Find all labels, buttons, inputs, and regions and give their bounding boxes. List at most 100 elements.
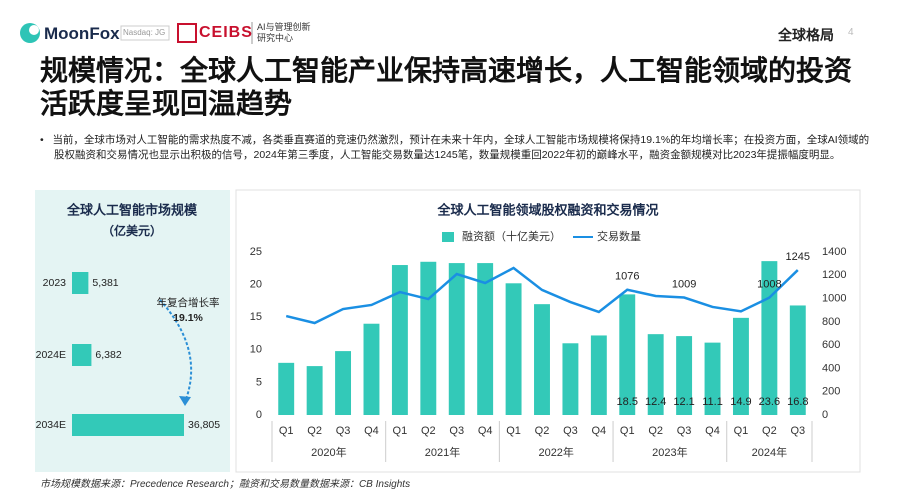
legend-label: 交易数量 [597, 229, 641, 243]
y-tick-label: 0 [256, 409, 262, 421]
annotation-value: 19.1% [173, 312, 203, 324]
bar [363, 323, 380, 415]
chart-title: 全球人工智能领域股权融资和交易情况 [436, 202, 658, 217]
bar [72, 272, 89, 294]
x-tick-label: Q1 [279, 425, 294, 437]
x-tick-label: Q2 [421, 425, 436, 437]
ticker-box [120, 25, 170, 41]
bullet-text: 当前，全球市场对人工智能的需求热度不减，各类垂直赛道的竞速仍然激烈，预计在未来十… [52, 134, 870, 161]
bar-value-label: 23.6 [759, 396, 780, 408]
x-tick-label: Q3 [790, 425, 805, 437]
growth-arrowhead [179, 396, 191, 406]
y2-tick-label: 1400 [822, 246, 846, 258]
value-label: 5,381 [92, 277, 118, 289]
bar-value-label: 11.1 [702, 396, 723, 408]
x-group-label: 2020年 [311, 445, 346, 459]
bar [391, 265, 408, 415]
legend-swatch [442, 232, 454, 242]
bar [647, 334, 664, 415]
x-tick-label: Q1 [620, 425, 635, 437]
partner-unit-line: 研究中心 [257, 33, 294, 43]
x-tick-label: Q3 [336, 425, 351, 437]
ticker: Nasdaq: JG [123, 28, 166, 37]
x-tick-label: Q1 [734, 425, 749, 437]
y2-tick-label: 1200 [822, 269, 846, 281]
x-tick-label: Q1 [506, 425, 521, 437]
x-group-label: 2024年 [752, 445, 787, 459]
bar [619, 294, 636, 415]
category-label: 2034E [36, 419, 66, 431]
x-group-label: 2023年 [652, 445, 687, 459]
x-tick-label: Q2 [648, 425, 663, 437]
bar [676, 336, 693, 415]
x-tick-label: Q4 [591, 425, 606, 437]
line-value-label: 1076 [615, 271, 639, 283]
line-series [285, 266, 799, 325]
bar [420, 261, 437, 415]
bar [590, 335, 607, 415]
y-tick-label: 25 [250, 246, 262, 258]
bar [448, 263, 465, 415]
bar [732, 317, 749, 415]
y2-tick-label: 800 [822, 316, 840, 328]
slide-title: 规模情况：全球人工智能产业保持高速增长，人工智能领域的投资活跃度呈现回温趋势 [40, 55, 853, 119]
x-tick-label: Q3 [563, 425, 578, 437]
y-tick-label: 20 [250, 279, 262, 291]
page-number: 4 [848, 27, 854, 38]
line-value-label: 1008 [757, 279, 781, 291]
value-label: 6,382 [95, 349, 121, 361]
bullet: • 当前，全球市场对人工智能的需求热度不减，各类垂直赛道的竞速仍然激烈，预计在未… [40, 134, 870, 161]
partner-logo: CEIBS [199, 24, 253, 41]
value-label: 36,805 [188, 419, 220, 431]
category-label: 2024E [36, 349, 66, 361]
y-tick-label: 5 [256, 376, 262, 388]
line-value-label: 1009 [672, 278, 696, 290]
footer-source: 市场规模数据来源：Precedence Research；融资和交易数量数据来源… [40, 479, 411, 489]
bar [534, 304, 550, 415]
bar [278, 362, 295, 415]
bar-value-label: 12.1 [673, 396, 694, 408]
bar-value-label: 14.9 [730, 396, 751, 408]
bar [704, 342, 721, 415]
x-tick-label: Q4 [705, 425, 720, 437]
y2-tick-label: 200 [822, 386, 840, 398]
x-tick-label: Q1 [393, 425, 408, 437]
bar [335, 351, 352, 415]
y-tick-label: 10 [250, 344, 262, 356]
bar-value-label: 12.4 [645, 396, 666, 408]
bar-value-label: 16.8 [787, 396, 808, 408]
x-group-label: 2021年 [425, 445, 460, 459]
x-tick-label: Q3 [449, 425, 464, 437]
x-tick-label: Q4 [364, 425, 379, 437]
x-group-label: 2022年 [538, 445, 573, 459]
x-tick-label: Q4 [478, 425, 493, 437]
chart-title: 全球人工智能市场规模 [66, 202, 198, 217]
y-tick-label: 15 [250, 311, 262, 323]
bar [505, 283, 522, 415]
ceibs-icon [177, 23, 197, 43]
partner-unit-line: AI与管理创新 [257, 22, 311, 32]
logo-text: MoonFox [44, 24, 120, 43]
annotation: 年复合增长率 [157, 296, 220, 309]
x-tick-label: Q2 [762, 425, 777, 437]
bar [789, 305, 806, 415]
section-label: 全球格局 [778, 27, 834, 43]
bar [72, 414, 184, 436]
partner-unit: AI与管理创新 研究中心 [257, 22, 311, 44]
bar-value-label: 18.5 [617, 396, 638, 408]
category-label: 2023 [43, 277, 67, 289]
y2-tick-label: 400 [822, 362, 840, 374]
bar [306, 366, 323, 415]
line-value-label: 1245 [786, 251, 810, 263]
chart-subtitle: （亿美元） [102, 223, 162, 238]
x-tick-label: Q3 [677, 425, 692, 437]
legend-label: 融资额（十亿美元） [462, 229, 561, 243]
y2-tick-label: 600 [822, 339, 840, 351]
bar [477, 263, 494, 415]
x-tick-label: Q2 [307, 425, 322, 437]
bar [72, 344, 92, 366]
bar [562, 343, 579, 415]
logo-icon-moon [29, 25, 39, 35]
